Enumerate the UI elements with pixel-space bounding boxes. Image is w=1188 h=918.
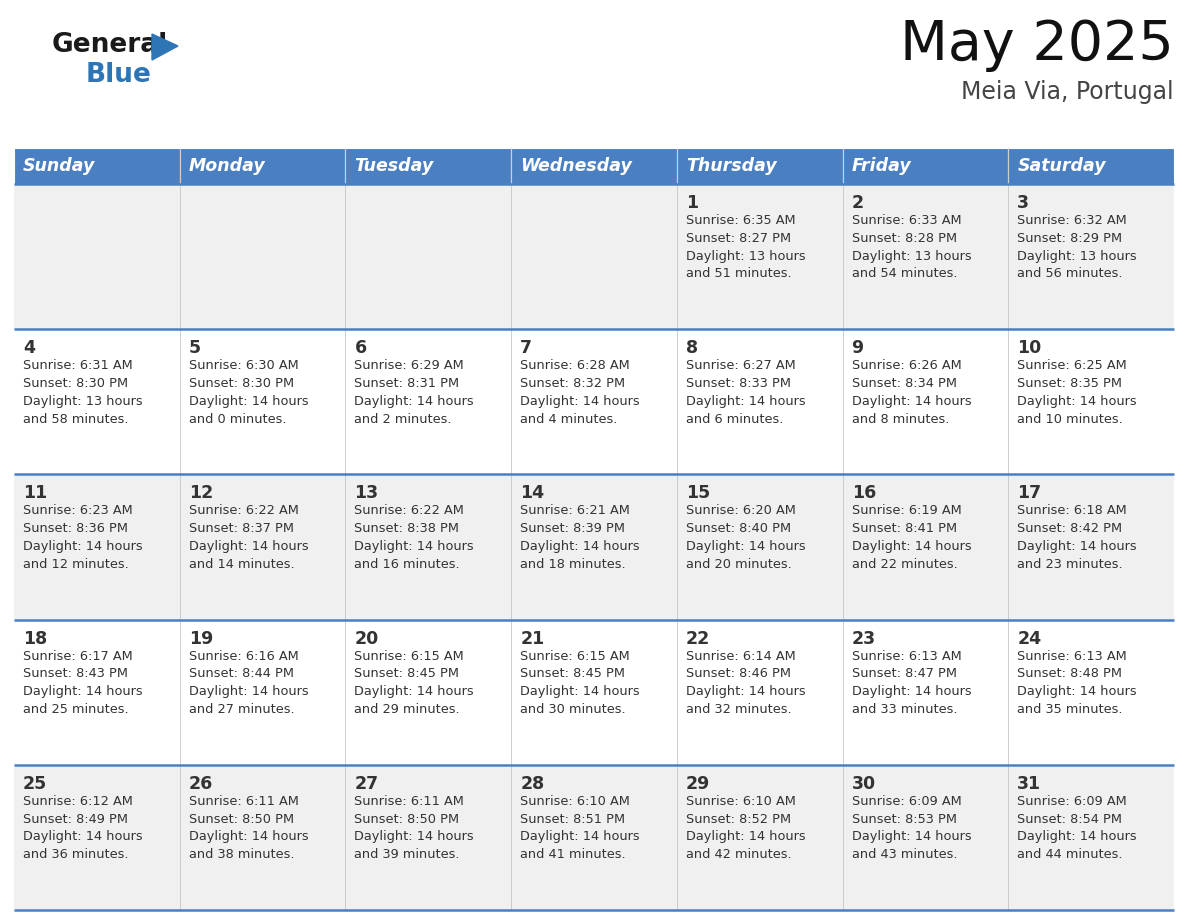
Bar: [14, 475, 1174, 620]
Text: 8: 8: [685, 339, 699, 357]
Text: Sunrise: 6:33 AM
Sunset: 8:28 PM
Daylight: 13 hours
and 54 minutes.: Sunrise: 6:33 AM Sunset: 8:28 PM Dayligh…: [852, 214, 972, 280]
Text: Sunrise: 6:26 AM
Sunset: 8:34 PM
Daylight: 14 hours
and 8 minutes.: Sunrise: 6:26 AM Sunset: 8:34 PM Dayligh…: [852, 359, 972, 426]
Text: 11: 11: [23, 485, 48, 502]
Text: Sunrise: 6:11 AM
Sunset: 8:50 PM
Daylight: 14 hours
and 39 minutes.: Sunrise: 6:11 AM Sunset: 8:50 PM Dayligh…: [354, 795, 474, 861]
Text: Sunrise: 6:29 AM
Sunset: 8:31 PM
Daylight: 14 hours
and 2 minutes.: Sunrise: 6:29 AM Sunset: 8:31 PM Dayligh…: [354, 359, 474, 426]
Text: Sunrise: 6:27 AM
Sunset: 8:33 PM
Daylight: 14 hours
and 6 minutes.: Sunrise: 6:27 AM Sunset: 8:33 PM Dayligh…: [685, 359, 805, 426]
Text: Sunrise: 6:30 AM
Sunset: 8:30 PM
Daylight: 14 hours
and 0 minutes.: Sunrise: 6:30 AM Sunset: 8:30 PM Dayligh…: [189, 359, 309, 426]
Bar: [511, 148, 677, 184]
Text: Wednesday: Wednesday: [520, 157, 632, 175]
Text: 13: 13: [354, 485, 379, 502]
Text: Sunrise: 6:11 AM
Sunset: 8:50 PM
Daylight: 14 hours
and 38 minutes.: Sunrise: 6:11 AM Sunset: 8:50 PM Dayligh…: [189, 795, 309, 861]
Text: Thursday: Thursday: [685, 157, 777, 175]
Text: 3: 3: [1017, 194, 1029, 212]
Bar: [179, 148, 346, 184]
Text: 19: 19: [189, 630, 213, 647]
Text: Sunrise: 6:22 AM
Sunset: 8:37 PM
Daylight: 14 hours
and 14 minutes.: Sunrise: 6:22 AM Sunset: 8:37 PM Dayligh…: [189, 504, 309, 571]
Text: Sunrise: 6:10 AM
Sunset: 8:52 PM
Daylight: 14 hours
and 42 minutes.: Sunrise: 6:10 AM Sunset: 8:52 PM Dayligh…: [685, 795, 805, 861]
Text: 31: 31: [1017, 775, 1042, 793]
Text: 24: 24: [1017, 630, 1042, 647]
Text: Sunrise: 6:25 AM
Sunset: 8:35 PM
Daylight: 14 hours
and 10 minutes.: Sunrise: 6:25 AM Sunset: 8:35 PM Dayligh…: [1017, 359, 1137, 426]
Text: 29: 29: [685, 775, 710, 793]
Text: 25: 25: [23, 775, 48, 793]
Text: 26: 26: [189, 775, 213, 793]
Text: 28: 28: [520, 775, 544, 793]
Text: 2: 2: [852, 194, 864, 212]
Bar: [14, 765, 1174, 910]
Text: 17: 17: [1017, 485, 1042, 502]
Text: Sunrise: 6:28 AM
Sunset: 8:32 PM
Daylight: 14 hours
and 4 minutes.: Sunrise: 6:28 AM Sunset: 8:32 PM Dayligh…: [520, 359, 640, 426]
Bar: [677, 148, 842, 184]
Text: Sunrise: 6:12 AM
Sunset: 8:49 PM
Daylight: 14 hours
and 36 minutes.: Sunrise: 6:12 AM Sunset: 8:49 PM Dayligh…: [23, 795, 143, 861]
Text: 9: 9: [852, 339, 864, 357]
Text: Sunrise: 6:21 AM
Sunset: 8:39 PM
Daylight: 14 hours
and 18 minutes.: Sunrise: 6:21 AM Sunset: 8:39 PM Dayligh…: [520, 504, 640, 571]
Text: Sunrise: 6:22 AM
Sunset: 8:38 PM
Daylight: 14 hours
and 16 minutes.: Sunrise: 6:22 AM Sunset: 8:38 PM Dayligh…: [354, 504, 474, 571]
Text: Sunrise: 6:13 AM
Sunset: 8:47 PM
Daylight: 14 hours
and 33 minutes.: Sunrise: 6:13 AM Sunset: 8:47 PM Dayligh…: [852, 650, 972, 716]
Text: Sunrise: 6:15 AM
Sunset: 8:45 PM
Daylight: 14 hours
and 29 minutes.: Sunrise: 6:15 AM Sunset: 8:45 PM Dayligh…: [354, 650, 474, 716]
Text: Sunrise: 6:35 AM
Sunset: 8:27 PM
Daylight: 13 hours
and 51 minutes.: Sunrise: 6:35 AM Sunset: 8:27 PM Dayligh…: [685, 214, 805, 280]
Text: 23: 23: [852, 630, 876, 647]
Bar: [14, 330, 1174, 475]
Text: 15: 15: [685, 485, 710, 502]
Text: Sunrise: 6:14 AM
Sunset: 8:46 PM
Daylight: 14 hours
and 32 minutes.: Sunrise: 6:14 AM Sunset: 8:46 PM Dayligh…: [685, 650, 805, 716]
Text: 30: 30: [852, 775, 876, 793]
Text: Sunrise: 6:20 AM
Sunset: 8:40 PM
Daylight: 14 hours
and 20 minutes.: Sunrise: 6:20 AM Sunset: 8:40 PM Dayligh…: [685, 504, 805, 571]
Text: 16: 16: [852, 485, 876, 502]
Bar: [14, 148, 179, 184]
Text: Blue: Blue: [86, 62, 152, 88]
Text: 10: 10: [1017, 339, 1042, 357]
Text: Saturday: Saturday: [1017, 157, 1106, 175]
Text: Sunday: Sunday: [23, 157, 95, 175]
Text: Sunrise: 6:13 AM
Sunset: 8:48 PM
Daylight: 14 hours
and 35 minutes.: Sunrise: 6:13 AM Sunset: 8:48 PM Dayligh…: [1017, 650, 1137, 716]
Text: Sunrise: 6:19 AM
Sunset: 8:41 PM
Daylight: 14 hours
and 22 minutes.: Sunrise: 6:19 AM Sunset: 8:41 PM Dayligh…: [852, 504, 972, 571]
Bar: [14, 184, 1174, 330]
Text: 4: 4: [23, 339, 34, 357]
Text: Sunrise: 6:09 AM
Sunset: 8:53 PM
Daylight: 14 hours
and 43 minutes.: Sunrise: 6:09 AM Sunset: 8:53 PM Dayligh…: [852, 795, 972, 861]
Text: 5: 5: [189, 339, 201, 357]
Text: 14: 14: [520, 485, 544, 502]
Text: Monday: Monday: [189, 157, 265, 175]
Text: General: General: [52, 32, 169, 58]
Text: 18: 18: [23, 630, 48, 647]
Text: 21: 21: [520, 630, 544, 647]
Text: Sunrise: 6:18 AM
Sunset: 8:42 PM
Daylight: 14 hours
and 23 minutes.: Sunrise: 6:18 AM Sunset: 8:42 PM Dayligh…: [1017, 504, 1137, 571]
Text: 22: 22: [685, 630, 710, 647]
Text: Sunrise: 6:16 AM
Sunset: 8:44 PM
Daylight: 14 hours
and 27 minutes.: Sunrise: 6:16 AM Sunset: 8:44 PM Dayligh…: [189, 650, 309, 716]
Bar: [14, 620, 1174, 765]
Text: Meia Via, Portugal: Meia Via, Portugal: [961, 80, 1174, 104]
Text: Sunrise: 6:32 AM
Sunset: 8:29 PM
Daylight: 13 hours
and 56 minutes.: Sunrise: 6:32 AM Sunset: 8:29 PM Dayligh…: [1017, 214, 1137, 280]
Text: Sunrise: 6:31 AM
Sunset: 8:30 PM
Daylight: 13 hours
and 58 minutes.: Sunrise: 6:31 AM Sunset: 8:30 PM Dayligh…: [23, 359, 143, 426]
Text: 6: 6: [354, 339, 367, 357]
Text: Sunrise: 6:23 AM
Sunset: 8:36 PM
Daylight: 14 hours
and 12 minutes.: Sunrise: 6:23 AM Sunset: 8:36 PM Dayligh…: [23, 504, 143, 571]
Polygon shape: [152, 34, 178, 60]
Text: 20: 20: [354, 630, 379, 647]
Text: Friday: Friday: [852, 157, 911, 175]
Text: 27: 27: [354, 775, 379, 793]
Text: 1: 1: [685, 194, 699, 212]
Text: Tuesday: Tuesday: [354, 157, 434, 175]
Bar: [842, 148, 1009, 184]
Text: Sunrise: 6:17 AM
Sunset: 8:43 PM
Daylight: 14 hours
and 25 minutes.: Sunrise: 6:17 AM Sunset: 8:43 PM Dayligh…: [23, 650, 143, 716]
Text: 7: 7: [520, 339, 532, 357]
Text: Sunrise: 6:09 AM
Sunset: 8:54 PM
Daylight: 14 hours
and 44 minutes.: Sunrise: 6:09 AM Sunset: 8:54 PM Dayligh…: [1017, 795, 1137, 861]
Text: May 2025: May 2025: [901, 18, 1174, 72]
Text: Sunrise: 6:10 AM
Sunset: 8:51 PM
Daylight: 14 hours
and 41 minutes.: Sunrise: 6:10 AM Sunset: 8:51 PM Dayligh…: [520, 795, 640, 861]
Text: Sunrise: 6:15 AM
Sunset: 8:45 PM
Daylight: 14 hours
and 30 minutes.: Sunrise: 6:15 AM Sunset: 8:45 PM Dayligh…: [520, 650, 640, 716]
Text: 12: 12: [189, 485, 213, 502]
Bar: [1009, 148, 1174, 184]
Bar: [346, 148, 511, 184]
